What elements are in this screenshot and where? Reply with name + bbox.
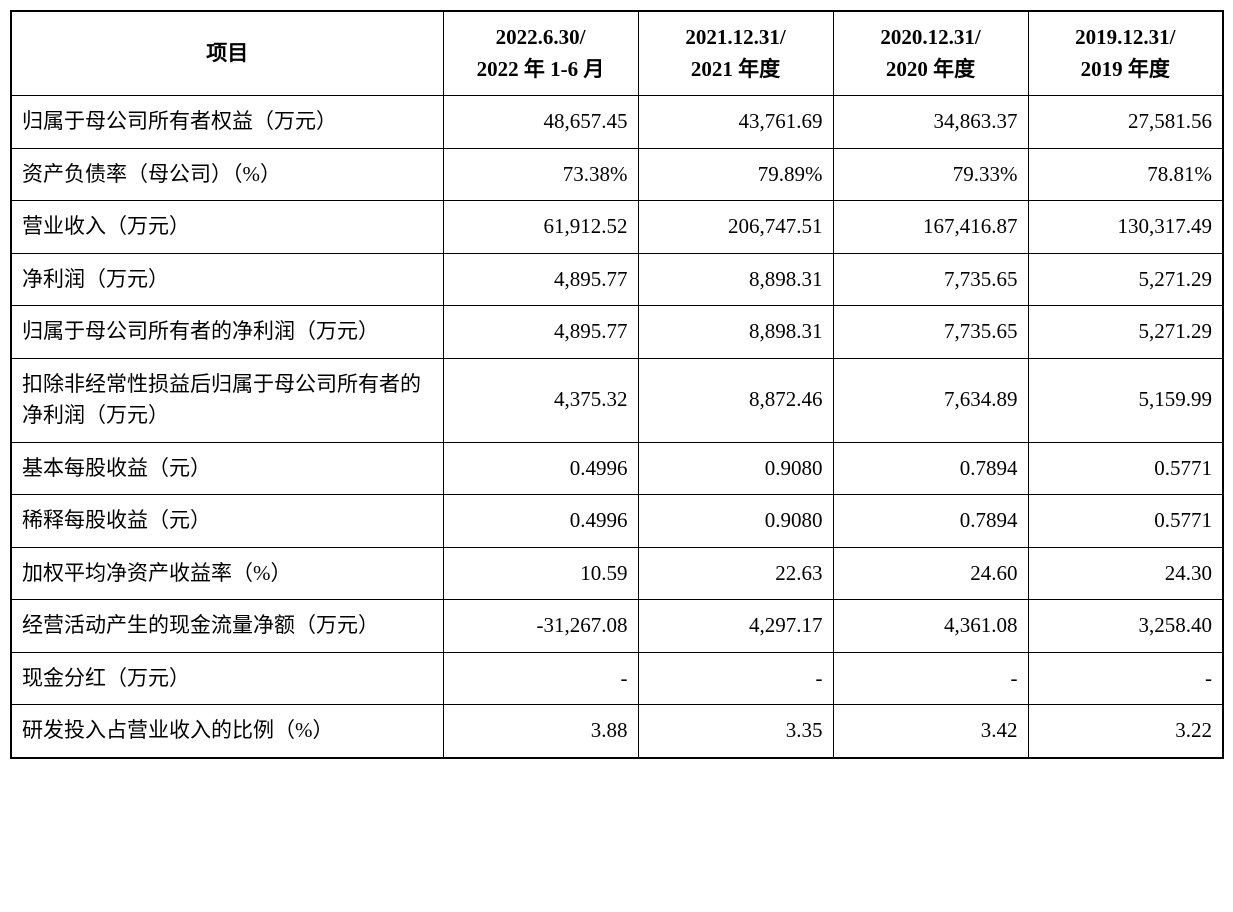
table-header-row: 项目 2022.6.30/ 2022 年 1-6 月 2021.12.31/ 2… (11, 11, 1223, 96)
row-value: 8,898.31 (638, 306, 833, 359)
row-label: 资产负债率（母公司）（%） (11, 148, 443, 201)
table-row: 研发投入占营业收入的比例（%）3.883.353.423.22 (11, 705, 1223, 758)
row-value: 0.5771 (1028, 495, 1223, 548)
row-value: 4,375.32 (443, 358, 638, 442)
row-value: 3.88 (443, 705, 638, 758)
table-row: 经营活动产生的现金流量净额（万元）-31,267.084,297.174,361… (11, 600, 1223, 653)
row-label: 加权平均净资产收益率（%） (11, 547, 443, 600)
row-value: 48,657.45 (443, 96, 638, 149)
row-value: 7,634.89 (833, 358, 1028, 442)
row-value: 5,159.99 (1028, 358, 1223, 442)
row-value: 7,735.65 (833, 306, 1028, 359)
row-value: 22.63 (638, 547, 833, 600)
row-label: 稀释每股收益（元） (11, 495, 443, 548)
header-col3-line2: 2020 年度 (842, 54, 1020, 86)
row-value: 79.89% (638, 148, 833, 201)
financial-table: 项目 2022.6.30/ 2022 年 1-6 月 2021.12.31/ 2… (10, 10, 1224, 759)
row-label: 扣除非经常性损益后归属于母公司所有者的净利润（万元） (11, 358, 443, 442)
header-col3: 2020.12.31/ 2020 年度 (833, 11, 1028, 96)
header-col1-line2: 2022 年 1-6 月 (452, 54, 630, 86)
table-row: 现金分红（万元）---- (11, 652, 1223, 705)
header-col4-line2: 2019 年度 (1037, 54, 1215, 86)
row-value: 5,271.29 (1028, 306, 1223, 359)
table-body: 归属于母公司所有者权益（万元）48,657.4543,761.6934,863.… (11, 96, 1223, 758)
row-value: 0.9080 (638, 442, 833, 495)
row-value: 0.5771 (1028, 442, 1223, 495)
table-row: 扣除非经常性损益后归属于母公司所有者的净利润（万元）4,375.328,872.… (11, 358, 1223, 442)
row-value: 34,863.37 (833, 96, 1028, 149)
row-value: 4,895.77 (443, 306, 638, 359)
table-row: 营业收入（万元）61,912.52206,747.51167,416.87130… (11, 201, 1223, 254)
row-label: 净利润（万元） (11, 253, 443, 306)
row-label: 营业收入（万元） (11, 201, 443, 254)
row-value: 8,872.46 (638, 358, 833, 442)
header-col1: 2022.6.30/ 2022 年 1-6 月 (443, 11, 638, 96)
table-row: 净利润（万元）4,895.778,898.317,735.655,271.29 (11, 253, 1223, 306)
row-value: 7,735.65 (833, 253, 1028, 306)
row-value: 5,271.29 (1028, 253, 1223, 306)
row-value: 24.60 (833, 547, 1028, 600)
table-row: 基本每股收益（元）0.49960.90800.78940.5771 (11, 442, 1223, 495)
row-value: 79.33% (833, 148, 1028, 201)
row-value: 0.4996 (443, 495, 638, 548)
row-value: 0.7894 (833, 495, 1028, 548)
row-value: 3.42 (833, 705, 1028, 758)
header-item: 项目 (11, 11, 443, 96)
row-label: 经营活动产生的现金流量净额（万元） (11, 600, 443, 653)
row-value: 3,258.40 (1028, 600, 1223, 653)
row-value: 43,761.69 (638, 96, 833, 149)
row-value: - (638, 652, 833, 705)
header-col3-line1: 2020.12.31/ (842, 22, 1020, 54)
table-row: 资产负债率（母公司）（%）73.38%79.89%79.33%78.81% (11, 148, 1223, 201)
row-value: 0.9080 (638, 495, 833, 548)
row-value: 167,416.87 (833, 201, 1028, 254)
row-value: 27,581.56 (1028, 96, 1223, 149)
row-value: 206,747.51 (638, 201, 833, 254)
table-row: 加权平均净资产收益率（%）10.5922.6324.6024.30 (11, 547, 1223, 600)
row-label: 归属于母公司所有者的净利润（万元） (11, 306, 443, 359)
row-value: - (1028, 652, 1223, 705)
row-value: 0.7894 (833, 442, 1028, 495)
row-value: 61,912.52 (443, 201, 638, 254)
row-value: 4,361.08 (833, 600, 1028, 653)
row-value: -31,267.08 (443, 600, 638, 653)
header-item-label: 项目 (206, 41, 248, 65)
row-value: 3.22 (1028, 705, 1223, 758)
row-label: 现金分红（万元） (11, 652, 443, 705)
header-col2: 2021.12.31/ 2021 年度 (638, 11, 833, 96)
row-value: 78.81% (1028, 148, 1223, 201)
row-value: 3.35 (638, 705, 833, 758)
row-value: 24.30 (1028, 547, 1223, 600)
header-col2-line2: 2021 年度 (647, 54, 825, 86)
table-row: 稀释每股收益（元）0.49960.90800.78940.5771 (11, 495, 1223, 548)
row-value: 4,895.77 (443, 253, 638, 306)
row-value: 10.59 (443, 547, 638, 600)
header-col2-line1: 2021.12.31/ (647, 22, 825, 54)
row-value: - (833, 652, 1028, 705)
header-col1-line1: 2022.6.30/ (452, 22, 630, 54)
table-row: 归属于母公司所有者权益（万元）48,657.4543,761.6934,863.… (11, 96, 1223, 149)
row-label: 基本每股收益（元） (11, 442, 443, 495)
row-value: 8,898.31 (638, 253, 833, 306)
header-col4: 2019.12.31/ 2019 年度 (1028, 11, 1223, 96)
row-label: 研发投入占营业收入的比例（%） (11, 705, 443, 758)
row-value: 73.38% (443, 148, 638, 201)
header-col4-line1: 2019.12.31/ (1037, 22, 1215, 54)
row-value: 0.4996 (443, 442, 638, 495)
row-value: 4,297.17 (638, 600, 833, 653)
table-row: 归属于母公司所有者的净利润（万元）4,895.778,898.317,735.6… (11, 306, 1223, 359)
row-value: 130,317.49 (1028, 201, 1223, 254)
row-label: 归属于母公司所有者权益（万元） (11, 96, 443, 149)
row-value: - (443, 652, 638, 705)
